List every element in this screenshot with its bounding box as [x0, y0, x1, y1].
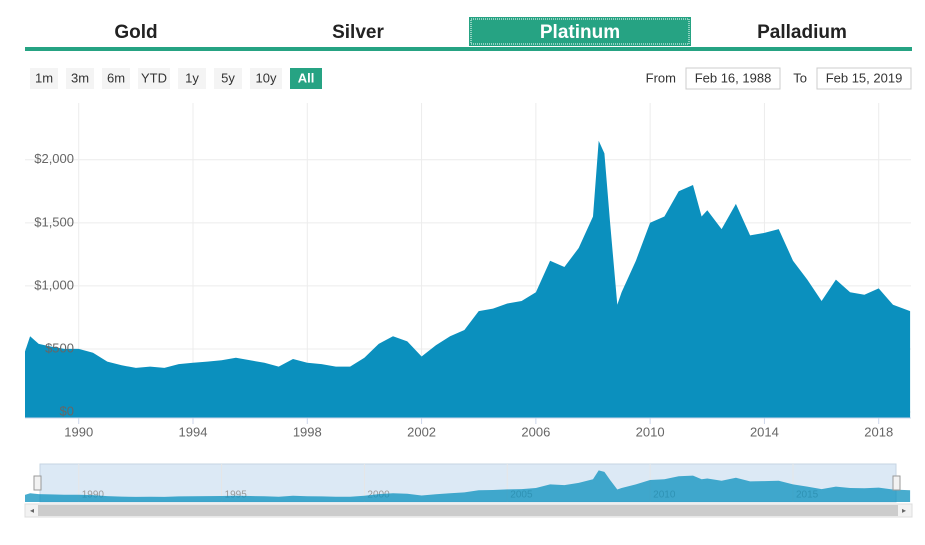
range-button-label[interactable]: 6m: [107, 70, 125, 85]
from-value[interactable]: Feb 16, 1988: [695, 70, 772, 85]
range-button[interactable]: [250, 68, 282, 89]
price-area: [25, 140, 911, 419]
to-label: To: [793, 70, 807, 85]
tab[interactable]: Gold: [114, 22, 157, 43]
x-tick-label: 1990: [64, 424, 93, 439]
range-button-label[interactable]: 10y: [256, 70, 277, 85]
x-tick-label: 2010: [636, 424, 665, 439]
to-input[interactable]: [816, 67, 912, 90]
tab-focus: [470, 18, 690, 45]
x-tick-label: 2018: [864, 424, 893, 439]
range-button[interactable]: [138, 68, 170, 89]
range-button-label[interactable]: 3m: [71, 70, 89, 85]
tab[interactable]: Platinum: [540, 22, 620, 43]
range-button-label[interactable]: 1y: [185, 70, 199, 85]
tab-active-bg[interactable]: [469, 17, 691, 46]
y-tick-label: $500: [45, 340, 74, 355]
x-tick-label: 2002: [407, 424, 436, 439]
y-tick-label: $1,000: [34, 277, 74, 292]
x-tick-label: 1998: [293, 424, 322, 439]
scroll-left-arrow[interactable]: ◂: [30, 506, 34, 515]
tab[interactable]: Palladium: [757, 22, 847, 43]
from-input[interactable]: [685, 67, 781, 90]
navigator-area: [25, 470, 911, 502]
y-tick-label: $0: [60, 403, 74, 418]
range-button[interactable]: [178, 68, 206, 89]
range-button-label[interactable]: 5y: [221, 70, 235, 85]
y-tick-label: $2,000: [34, 151, 74, 166]
range-button[interactable]: [66, 68, 94, 89]
range-button[interactable]: [102, 68, 130, 89]
x-tick-label: 1994: [179, 424, 208, 439]
navigator-handle-right[interactable]: [892, 475, 901, 491]
y-tick-label: $1,500: [34, 214, 74, 229]
x-tick-label: 2006: [521, 424, 550, 439]
from-label: From: [646, 70, 676, 85]
range-button-label[interactable]: All: [298, 70, 315, 85]
scroll-right-arrow[interactable]: ▸: [902, 506, 906, 515]
range-button[interactable]: [30, 68, 58, 89]
tab-underline: [25, 47, 912, 51]
x-tick-label: 2014: [750, 424, 779, 439]
navigator-handle-left[interactable]: [33, 475, 42, 491]
range-button-label[interactable]: YTD: [141, 70, 167, 85]
range-button-label[interactable]: 1m: [35, 70, 53, 85]
navigator-tick-label: 1995: [225, 490, 248, 501]
scrollbar-thumb[interactable]: [38, 505, 898, 516]
tab[interactable]: Silver: [332, 22, 384, 43]
range-button[interactable]: [290, 68, 322, 89]
to-value[interactable]: Feb 15, 2019: [826, 70, 903, 85]
range-button[interactable]: [214, 68, 242, 89]
